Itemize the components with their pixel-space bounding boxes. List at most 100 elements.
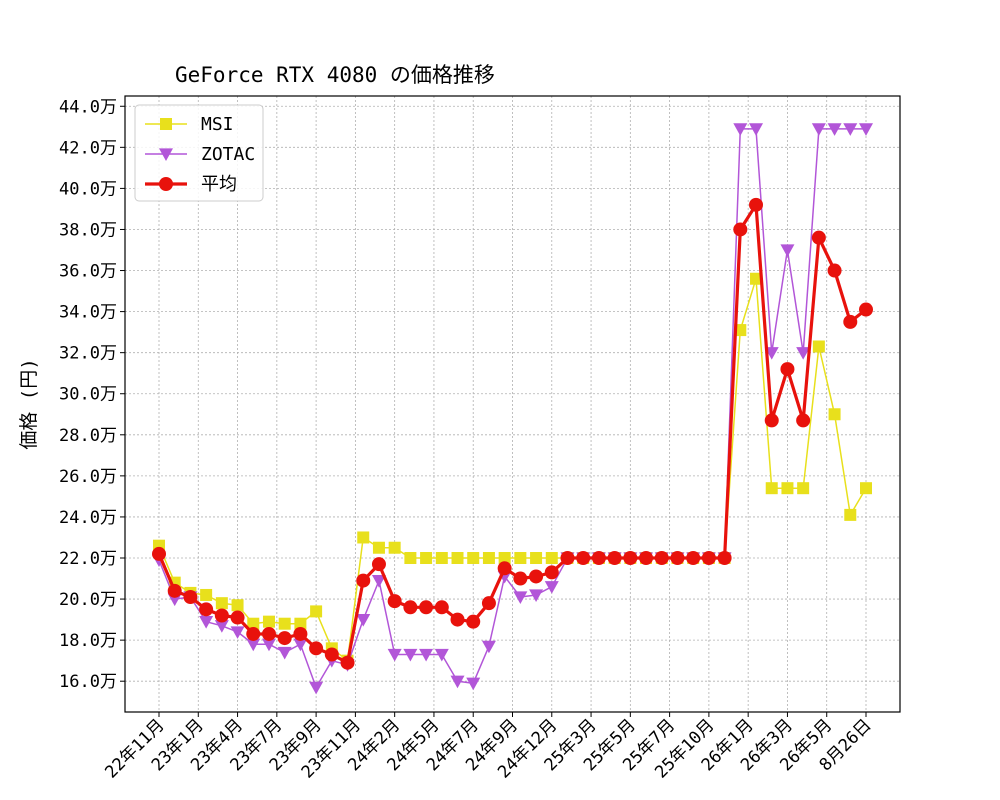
chart-title: GeForce RTX 4080 の価格推移 [175, 63, 495, 87]
data-point [686, 551, 701, 565]
data-point [844, 508, 857, 521]
y-tick-label: 20.0万 [59, 590, 117, 610]
data-point [420, 552, 433, 564]
y-tick-label: 26.0万 [59, 467, 117, 487]
y-tick-label: 38.0万 [59, 220, 117, 240]
data-point [246, 626, 261, 641]
data-point [607, 551, 622, 565]
data-point [560, 551, 575, 565]
data-point [514, 552, 527, 564]
data-point [152, 546, 166, 561]
data-point [262, 615, 275, 628]
data-point [701, 551, 716, 565]
data-point [811, 230, 826, 245]
y-tick-label: 22.0万 [59, 549, 117, 569]
data-point [230, 610, 245, 625]
data-point [545, 552, 558, 564]
data-point [466, 677, 481, 691]
data-point [843, 314, 858, 329]
data-point [717, 551, 732, 565]
data-point [261, 638, 276, 652]
data-point [167, 583, 182, 598]
y-tick-label: 36.0万 [59, 262, 117, 282]
data-point [388, 541, 401, 554]
data-point [387, 648, 402, 662]
data-point [340, 655, 355, 670]
data-point [639, 551, 654, 565]
data-point [450, 675, 465, 689]
data-point [403, 648, 418, 662]
series-line-0 [158, 277, 867, 662]
y-tick-label: 28.0万 [59, 426, 117, 446]
y-tick-label: 18.0万 [59, 631, 117, 651]
data-point [482, 552, 495, 564]
data-point [780, 362, 795, 377]
data-point [513, 591, 528, 605]
data-point [215, 597, 228, 610]
data-point [843, 123, 858, 136]
data-point [860, 482, 872, 495]
data-point [811, 123, 826, 136]
data-point [734, 324, 747, 337]
data-point [357, 531, 370, 544]
data-point [513, 571, 528, 586]
data-point [544, 565, 559, 580]
data-point [764, 413, 779, 428]
legend-label: ZOTAC [201, 144, 255, 165]
data-point [230, 626, 245, 639]
y-tick-label: 32.0万 [59, 344, 117, 364]
data-point [309, 681, 324, 695]
series-2 [152, 197, 873, 670]
legend-label: MSI [201, 114, 234, 135]
data-point [450, 612, 465, 627]
data-point [733, 123, 748, 136]
data-point [277, 646, 292, 660]
y-tick-label: 44.0万 [59, 97, 117, 117]
data-point [387, 594, 402, 609]
data-point [261, 626, 276, 641]
data-point [309, 641, 324, 656]
data-point [765, 482, 778, 495]
data-point [576, 551, 591, 565]
legend: MSI ZOTAC 平均 [134, 104, 264, 202]
data-point [324, 647, 339, 662]
data-point [812, 340, 825, 353]
data-point [750, 272, 763, 285]
data-point [434, 600, 449, 615]
legend-marker [159, 148, 173, 161]
data-point [371, 557, 386, 572]
data-point [497, 561, 512, 576]
data-point [371, 574, 386, 588]
legend-marker [160, 118, 172, 130]
series-line-2 [157, 203, 867, 665]
data-point [764, 347, 779, 360]
legend-label: 平均 [201, 174, 237, 195]
data-point [293, 638, 308, 652]
data-point [246, 638, 261, 652]
data-point [294, 617, 307, 630]
data-point [749, 197, 764, 212]
data-point [828, 408, 841, 421]
data-point [372, 541, 385, 554]
legend-marker [159, 177, 173, 191]
data-point [214, 608, 229, 623]
data-point [859, 302, 873, 317]
data-point [278, 617, 291, 630]
data-point [797, 482, 810, 495]
data-point [481, 596, 496, 611]
data-point [859, 123, 873, 136]
data-point [796, 347, 811, 360]
data-point [293, 626, 308, 641]
data-point [781, 482, 794, 495]
data-point [529, 589, 544, 602]
data-point [530, 552, 543, 564]
data-point [419, 600, 434, 615]
data-point [199, 616, 214, 629]
y-tick-label: 42.0万 [59, 138, 117, 158]
data-point [214, 620, 229, 633]
y-tick-label: 40.0万 [59, 179, 117, 199]
data-point [749, 123, 764, 136]
data-point [591, 551, 606, 565]
data-point [231, 599, 244, 612]
data-point [670, 551, 685, 565]
